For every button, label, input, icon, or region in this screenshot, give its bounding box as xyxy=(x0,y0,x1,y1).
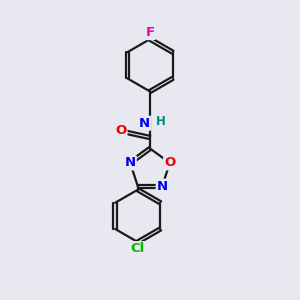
Text: H: H xyxy=(155,115,165,128)
Text: N: N xyxy=(157,180,168,193)
Text: O: O xyxy=(164,156,176,170)
Text: F: F xyxy=(146,26,154,39)
Text: Cl: Cl xyxy=(130,242,145,255)
Text: N: N xyxy=(125,156,136,170)
Text: N: N xyxy=(139,117,150,130)
Text: O: O xyxy=(115,124,127,137)
